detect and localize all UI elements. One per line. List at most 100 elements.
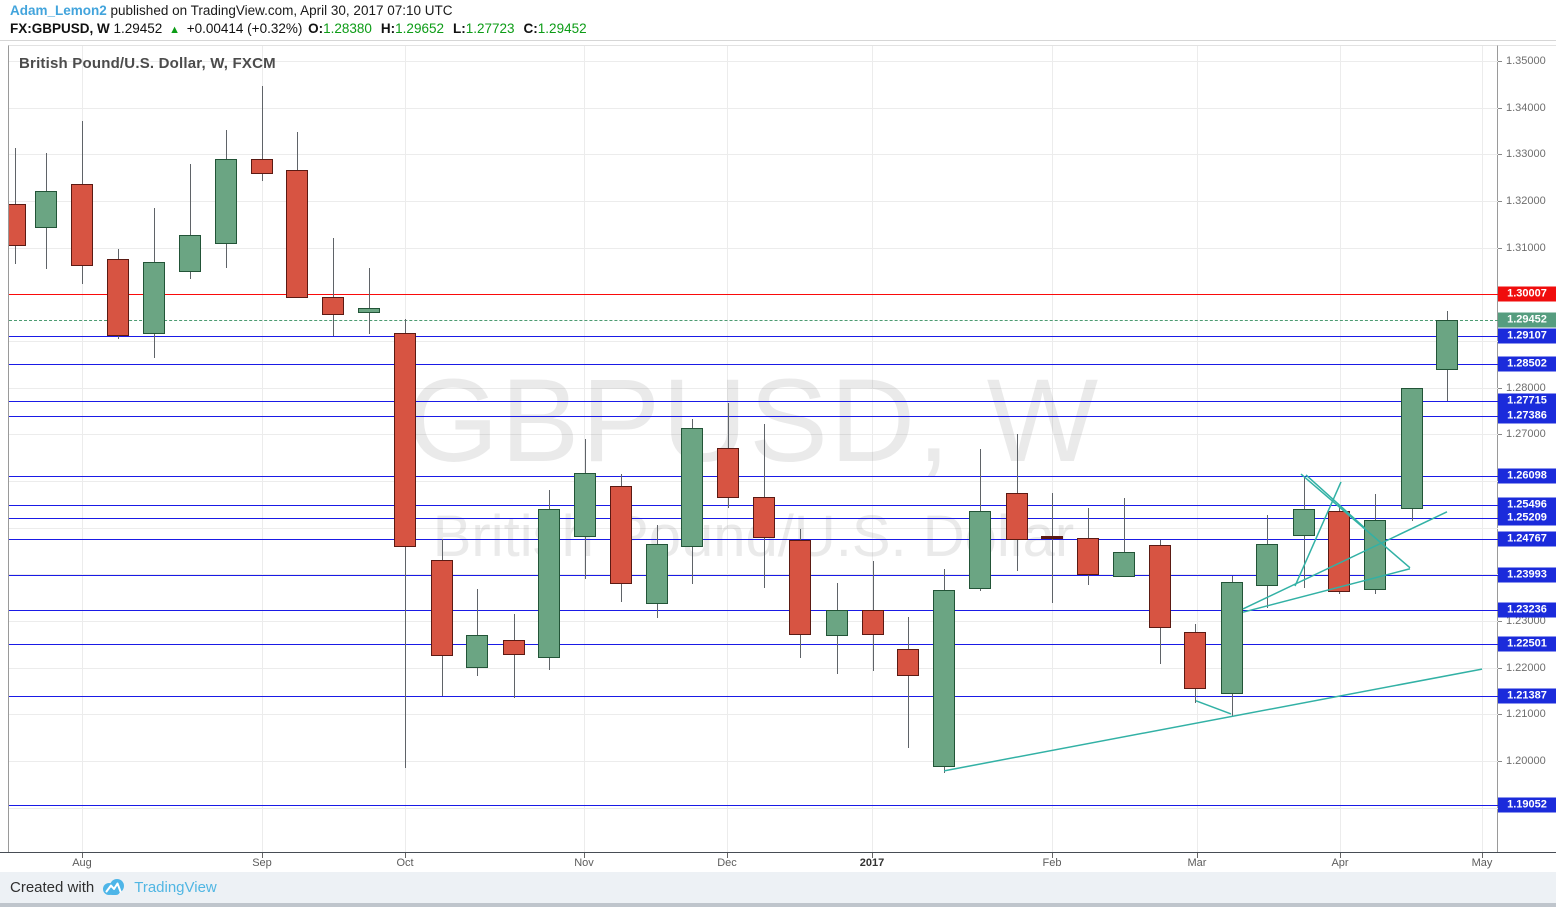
gridline (9, 714, 1498, 716)
time-axis[interactable]: Aug Sep Oct Nov Dec 2017 Feb Mar Apr May (0, 853, 1556, 872)
time-axis-label: Mar (1187, 857, 1207, 869)
time-axis-tick (405, 853, 406, 858)
price-axis-label: 1.20000 (1506, 755, 1546, 768)
price-level-line (9, 610, 1498, 612)
price-axis-tick (1498, 621, 1502, 623)
gridline (9, 107, 1498, 109)
candle (71, 183, 93, 266)
gridline (82, 46, 83, 853)
gridline (1052, 46, 1053, 853)
candle (646, 544, 668, 604)
candle (394, 333, 416, 547)
candle (753, 496, 775, 538)
ohlc-label: H: (380, 21, 396, 36)
gridline (9, 667, 1498, 669)
price-axis-tick (1498, 714, 1502, 716)
price-badge: 1.25209 (1498, 510, 1556, 526)
price-badge: 1.28502 (1498, 356, 1556, 372)
candle (826, 609, 848, 636)
gridline (9, 201, 1498, 202)
up-triangle-icon: ▲ (169, 24, 180, 36)
candle (610, 486, 632, 584)
time-axis-label: Apr (1331, 857, 1349, 869)
candle (286, 170, 308, 299)
footer: Created with TradingView (0, 872, 1556, 907)
footer-bottom-strip (0, 903, 1556, 907)
candle (179, 235, 201, 272)
chart-title: British Pound/U.S. Dollar, W, FXCM (19, 55, 276, 72)
price-badge: 1.27386 (1498, 408, 1556, 424)
candle (322, 297, 344, 315)
candle (215, 159, 237, 244)
price-level-line (9, 644, 1498, 646)
gridline (9, 481, 1498, 483)
price-level-line (9, 538, 1498, 540)
price-badge: 1.29452 (1498, 312, 1556, 328)
price-level-line (9, 696, 1498, 698)
tradingview-link[interactable]: TradingView (134, 878, 217, 896)
created-with-text: Created with (10, 878, 95, 896)
time-axis-tick (584, 853, 585, 858)
price-axis-tick (1498, 154, 1502, 156)
price-axis-label: 1.35000 (1506, 55, 1546, 67)
ohlc-label: L: (452, 21, 466, 36)
candle (9, 203, 26, 246)
price-axis-tick (1498, 761, 1502, 763)
gridline (9, 434, 1498, 436)
tradingview-logo-icon (103, 879, 125, 895)
price-axis-label: 1.34000 (1506, 101, 1546, 114)
plot-canvas[interactable]: GBPUSD, W British Pound/U.S. Dollar Brit… (8, 45, 1498, 853)
gridline (9, 247, 1498, 249)
price-axis-label: 1.21000 (1506, 708, 1546, 721)
candle-wick (908, 616, 909, 748)
candle (431, 559, 453, 657)
price-axis-tick (1498, 201, 1502, 202)
time-axis-tick (262, 853, 263, 858)
price-level-line (9, 574, 1498, 576)
candle (1077, 537, 1099, 575)
gridline (9, 61, 1498, 62)
time-axis-label: Dec (717, 857, 737, 869)
symbol-label: FX:GBPUSD, W (10, 21, 110, 36)
price-badge: 1.30007 (1498, 286, 1556, 302)
price-level-line (9, 364, 1498, 366)
trendline (1195, 700, 1232, 715)
trendline (943, 668, 1483, 772)
candle (107, 258, 129, 336)
candle (538, 509, 560, 658)
price-badge: 1.29107 (1498, 328, 1556, 344)
price-axis-label: 1.23000 (1506, 615, 1546, 628)
username-link[interactable]: Adam_Lemon2 (10, 3, 107, 18)
ohlc-value: 1.29452 (537, 21, 587, 36)
candle (143, 262, 165, 334)
candle-wick (369, 267, 370, 334)
time-axis-label: Oct (396, 857, 414, 869)
price-axis-label: 1.32000 (1506, 195, 1546, 207)
price-axis[interactable]: 1.35000 1.34000 1.33000 1.32000 1.31000 1.280… (1497, 45, 1556, 852)
price-badge: 1.23993 (1498, 567, 1556, 583)
candle (1256, 544, 1278, 587)
trendline (1300, 473, 1411, 569)
price-axis-label: 1.22000 (1506, 661, 1546, 674)
time-axis-label: Feb (1042, 857, 1062, 869)
candle (251, 159, 273, 174)
candle-wick (1124, 497, 1125, 578)
candle (1113, 551, 1135, 578)
last-price: 1.29452 (113, 21, 163, 36)
candle (897, 649, 919, 677)
candle (1149, 544, 1171, 629)
candle-wick (1052, 493, 1053, 603)
candle (1364, 519, 1386, 590)
time-axis-tick (1197, 853, 1198, 858)
price-axis-tick (1498, 61, 1502, 62)
time-axis-tick (727, 853, 728, 858)
time-axis-label: Aug (72, 857, 92, 869)
candle-wick (477, 588, 478, 677)
header: Adam_Lemon2 published on TradingView.com… (0, 0, 1556, 41)
candle (681, 427, 703, 547)
gridline (9, 341, 1498, 343)
time-axis-label: Nov (574, 857, 594, 869)
symbol-info-bar: FX:GBPUSD, W 1.29452 ▲ +0.00414 (+0.32%)… (10, 21, 594, 36)
price-axis-tick (1498, 434, 1502, 436)
candle (789, 539, 811, 636)
